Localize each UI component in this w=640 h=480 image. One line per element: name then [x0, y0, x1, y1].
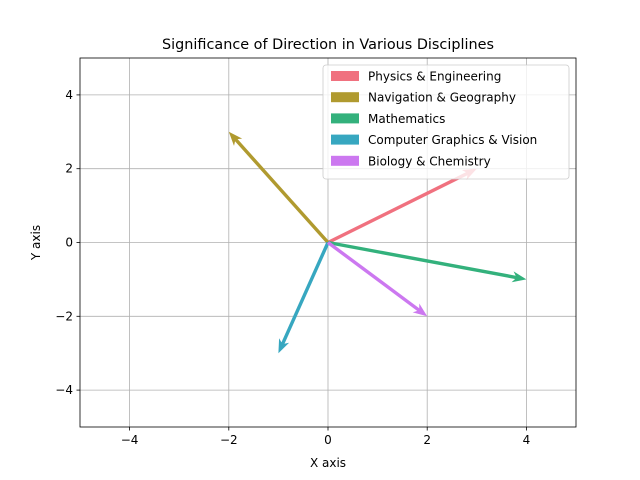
- x-axis-label: X axis: [310, 456, 346, 470]
- vector-arrows: [228, 131, 527, 354]
- arrow-head: [412, 303, 428, 317]
- vector-arrow: [326, 241, 428, 317]
- arrow-head: [511, 271, 527, 283]
- y-tick-label: 4: [65, 88, 73, 102]
- legend-label: Biology & Chemistry: [368, 154, 491, 168]
- axis-ticks: −4 −2 0 2 4 −4 −2 0 2 4: [55, 88, 530, 447]
- arrow-head: [278, 338, 290, 354]
- legend-swatch: [331, 113, 359, 124]
- x-tick-label: 4: [523, 433, 531, 447]
- legend-entry: Mathematics: [331, 112, 445, 126]
- legend-swatch: [331, 92, 359, 103]
- arrow-shaft: [278, 241, 330, 350]
- legend-entry: Physics & Engineering: [331, 70, 501, 84]
- arrow-shaft: [327, 240, 522, 281]
- y-tick-label: 2: [65, 162, 73, 176]
- legend-entry: Computer Graphics & Vision: [331, 133, 537, 147]
- arrow-head: [228, 131, 243, 146]
- x-tick-label: −2: [220, 433, 238, 447]
- legend-label: Navigation & Geography: [368, 91, 516, 105]
- y-tick-label: 0: [65, 236, 73, 250]
- legend-label: Physics & Engineering: [368, 70, 501, 84]
- vector-arrow: [327, 240, 527, 283]
- y-tick-label: −4: [55, 383, 73, 397]
- y-axis-label: Y axis: [29, 225, 43, 261]
- x-tick-label: 2: [423, 433, 431, 447]
- arrow-shaft: [230, 134, 330, 244]
- legend-label: Computer Graphics & Vision: [368, 133, 537, 147]
- vector-arrow: [228, 131, 330, 244]
- legend: Physics & Engineering Navigation & Geogra…: [322, 64, 570, 180]
- legend-swatch: [331, 155, 359, 166]
- x-tick-label: 0: [324, 433, 332, 447]
- legend-label: Mathematics: [368, 112, 445, 126]
- vector-arrow: [278, 241, 330, 354]
- legend-entry: Biology & Chemistry: [331, 154, 491, 168]
- x-tick-label: −4: [121, 433, 139, 447]
- y-tick-label: −2: [55, 309, 73, 323]
- arrow-shaft: [326, 241, 425, 315]
- arrow-shaft: [327, 169, 474, 245]
- legend-box: [322, 64, 570, 180]
- chart-title: Significance of Direction in Various Dis…: [162, 37, 494, 53]
- legend-swatch: [331, 71, 359, 81]
- legend-entry: Navigation & Geography: [331, 91, 516, 105]
- legend-swatch: [331, 134, 359, 145]
